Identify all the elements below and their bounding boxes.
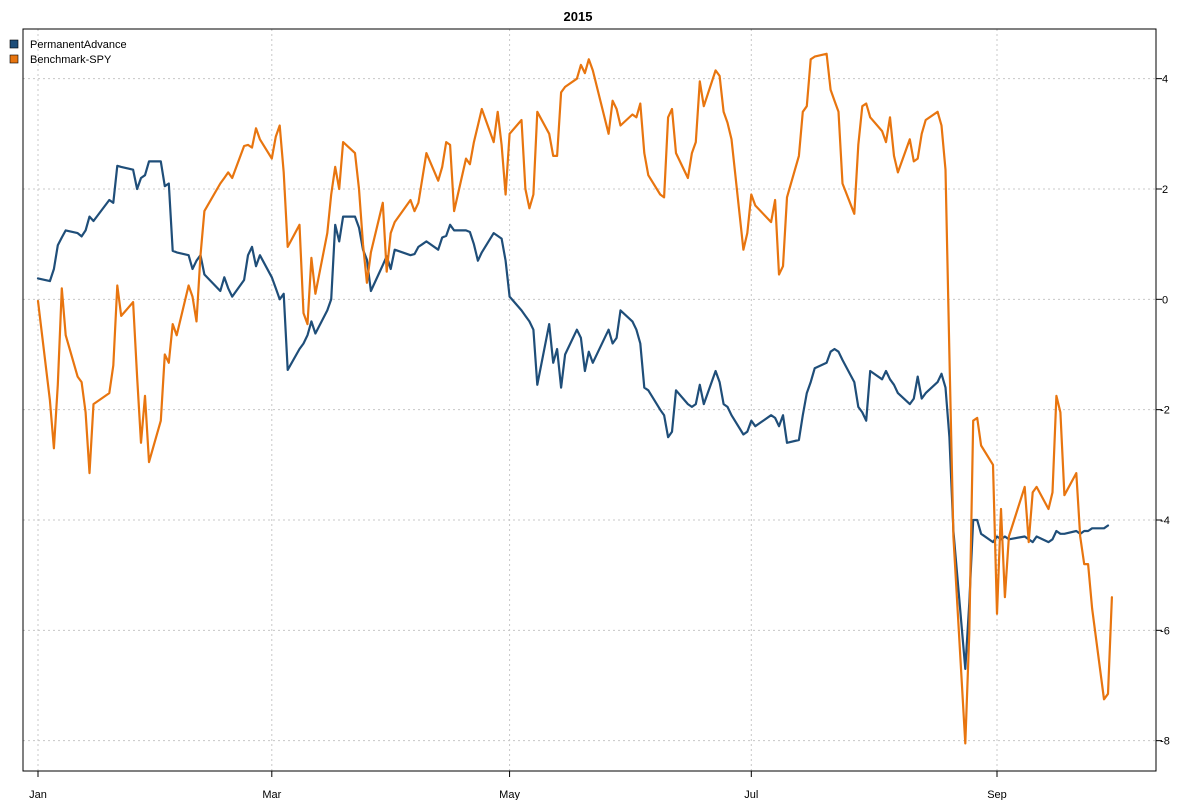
y-tick-label: 2: [1162, 184, 1168, 196]
x-tick-label: Jul: [744, 789, 758, 800]
gridlines: [23, 29, 1156, 771]
series-line-permanentadvance: [36, 160, 1110, 671]
plot-border: [22, 28, 1157, 772]
legend-swatch: [9, 39, 19, 49]
legend-swatch: [9, 54, 19, 64]
x-tick-label: Sep: [987, 789, 1007, 800]
y-tick-label: 4: [1162, 74, 1168, 86]
y-tick-label: -6: [1160, 625, 1170, 637]
y-tick-label: -8: [1160, 736, 1170, 748]
series-lines: [36, 52, 1114, 745]
axes: Jan Mar May Jul Sep -8 -6 -4 -2 0 2 4: [29, 74, 1170, 800]
x-tick-label: May: [499, 789, 520, 800]
x-tick-label: Mar: [262, 789, 281, 800]
legend: PermanentAdvance Benchmark-SPY: [9, 39, 127, 66]
legend-label: PermanentAdvance: [30, 39, 127, 51]
y-tick-label: -2: [1160, 405, 1170, 417]
y-tick-label: -4: [1160, 515, 1170, 527]
series-line-benchmark-spy: [36, 52, 1114, 745]
x-tick-label: Jan: [29, 789, 47, 800]
y-tick-label: 0: [1162, 294, 1168, 306]
chart-title: 2015: [564, 9, 593, 24]
legend-label: Benchmark-SPY: [30, 54, 112, 66]
